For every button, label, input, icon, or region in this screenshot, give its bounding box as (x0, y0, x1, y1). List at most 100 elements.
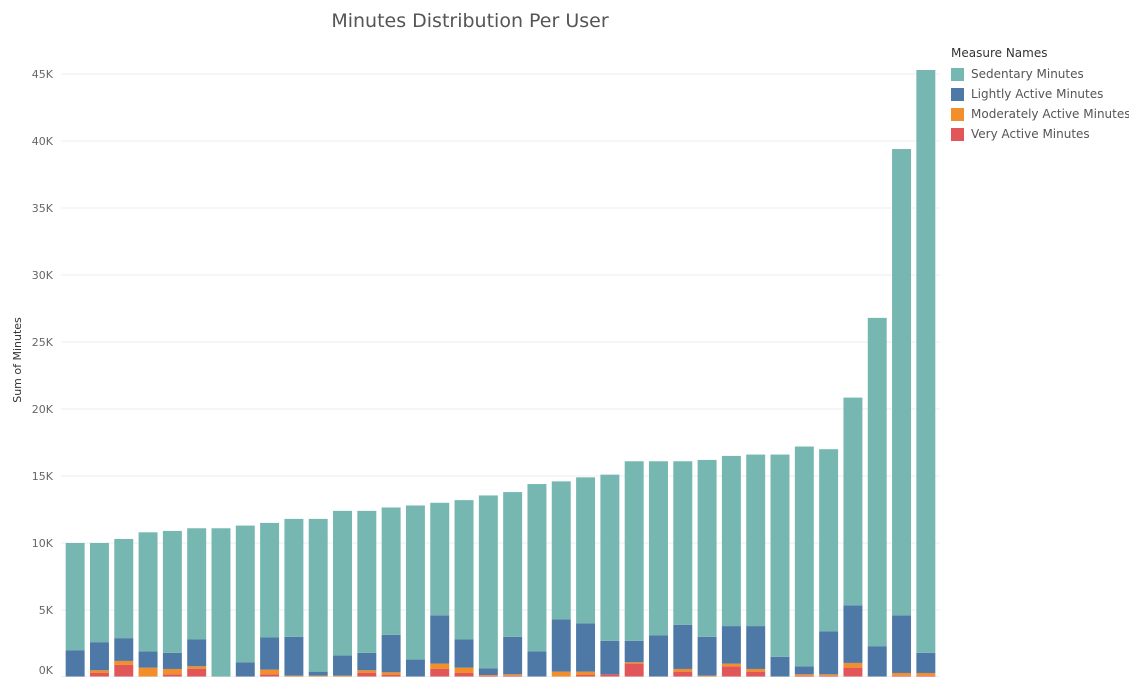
bar-segment (916, 675, 936, 677)
legend-swatch (951, 107, 964, 121)
bar-segment (187, 668, 207, 677)
bar-segment (600, 674, 620, 677)
bar-segment (138, 651, 158, 668)
bar-segment (794, 446, 814, 667)
bar-segment (405, 659, 425, 677)
bar-segment (624, 662, 644, 664)
bar-segment (576, 674, 596, 677)
chart-title: Minutes Distribution Per User (331, 10, 609, 32)
legend-item: Very Active Minutes (951, 124, 1129, 144)
bar-segment (916, 672, 936, 676)
bar-segment (503, 492, 523, 637)
y-tick-label: 5K (39, 604, 54, 617)
bar-segment (649, 635, 668, 677)
bar-segment (187, 528, 207, 640)
bar-segment (260, 522, 280, 638)
y-tick-label: 10K (32, 537, 54, 550)
y-tick-label: 45K (32, 68, 54, 81)
bar-segment (454, 639, 474, 668)
bar-segment (381, 634, 401, 673)
bar-segment (746, 454, 766, 627)
bar-segment (600, 640, 620, 675)
legend-items: Sedentary Minutes Lightly Active Minutes M… (951, 64, 1129, 144)
y-tick-label: 20K (32, 403, 54, 416)
y-tick-label: 0K (39, 664, 54, 677)
bar-segment (819, 631, 839, 675)
bar-segment (89, 672, 109, 677)
bar-segment (746, 671, 766, 677)
bar-segment (260, 674, 280, 677)
bar-segment (284, 675, 304, 677)
bar-segment (89, 670, 109, 673)
bar-segment (819, 675, 839, 677)
bar-segment (187, 666, 207, 669)
bar-segment (478, 495, 498, 669)
bar-segment (478, 674, 498, 676)
bar-segment (114, 538, 134, 639)
legend-swatch (951, 127, 964, 141)
bar-segment (551, 619, 571, 672)
bar-segment (551, 481, 571, 620)
legend: Measure Names Sedentary Minutes Lightly A… (951, 46, 1129, 144)
bar-segment (211, 528, 231, 677)
bar-segment (843, 605, 863, 663)
bar-segment (65, 543, 85, 651)
bar-segment (114, 660, 134, 665)
legend-label: Lightly Active Minutes (971, 87, 1104, 101)
bar-segment (235, 525, 255, 663)
bar-segment (819, 449, 839, 632)
bar-segment (819, 674, 839, 676)
bar-segment (867, 646, 887, 677)
bar-segment (260, 669, 280, 675)
bar-segment (478, 675, 498, 677)
bar-segment (430, 668, 450, 677)
bars (65, 69, 936, 677)
bar-segment (405, 505, 425, 660)
bar-segment (235, 662, 255, 677)
bar-segment (454, 500, 474, 640)
bar-segment (673, 668, 693, 672)
bar-segment (162, 530, 182, 653)
bar-segment (916, 652, 936, 673)
bar-segment (916, 69, 936, 653)
bar-segment (892, 675, 912, 677)
bar-segment (162, 652, 182, 669)
bar-segment (794, 675, 814, 677)
bar-segment (357, 670, 377, 673)
bar-segment (503, 674, 523, 676)
bar-segment (673, 461, 693, 625)
y-tick-label: 15K (32, 470, 54, 483)
bar-segment (138, 532, 158, 652)
bar-segment (697, 459, 717, 637)
y-tick-label: 35K (32, 202, 54, 215)
bar-segment (308, 675, 328, 677)
bar-segment (454, 672, 474, 677)
y-axis-title: Sum of Minutes (11, 317, 24, 403)
bar-segment (527, 484, 547, 652)
bar-segment (114, 638, 134, 661)
bar-segment (357, 652, 377, 671)
bar-segment (794, 666, 814, 675)
bar-segment (454, 667, 474, 673)
bar-segment (843, 667, 863, 677)
bar-segment (697, 636, 717, 676)
bar-segment (503, 675, 523, 677)
bar-segment (673, 671, 693, 677)
bar-segment (697, 675, 717, 677)
bar-segment (260, 637, 280, 670)
bar-segment (892, 615, 912, 673)
legend-title: Measure Names (951, 46, 1048, 60)
bar-segment (357, 672, 377, 677)
bar-segment (503, 636, 523, 675)
y-axis-ticks: 0K 5K 10K 15K 20K 25K 30K 35K 40K 45K (32, 68, 54, 677)
legend-label: Very Active Minutes (971, 127, 1090, 141)
bar-segment (527, 651, 547, 677)
bar-segment (624, 461, 644, 641)
legend-label: Moderately Active Minutes (971, 107, 1129, 121)
bar-segment (381, 672, 401, 675)
bar-segment (746, 668, 766, 672)
bar-segment (624, 663, 644, 677)
bar-segment (843, 662, 863, 668)
legend-item: Lightly Active Minutes (951, 84, 1129, 104)
